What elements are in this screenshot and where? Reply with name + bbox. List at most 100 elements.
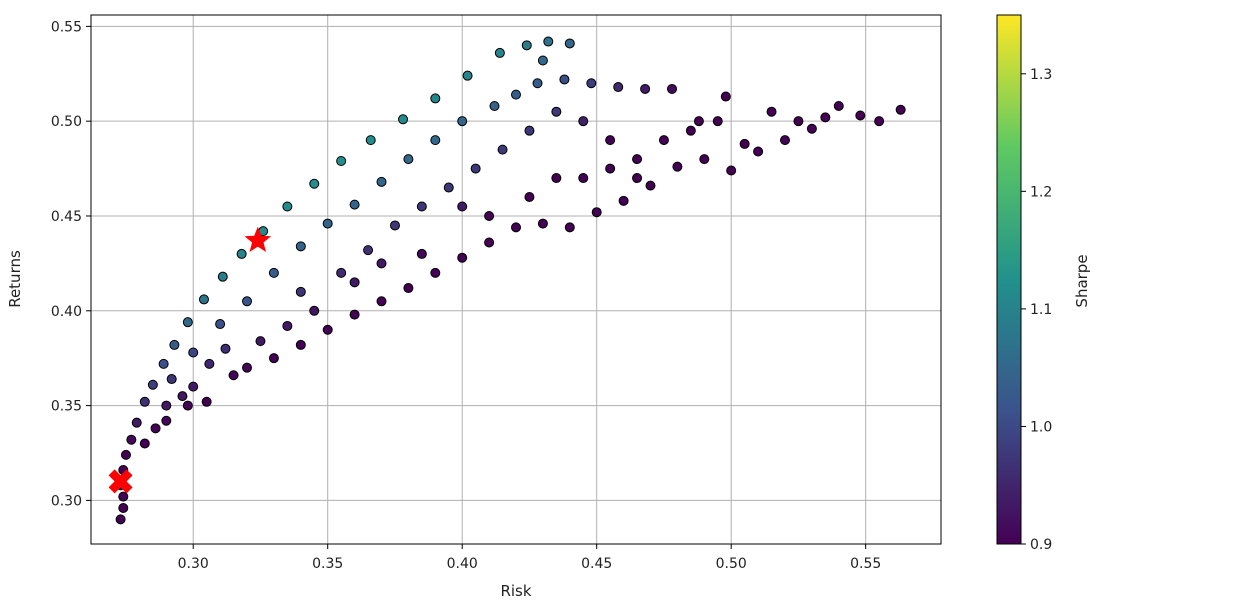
scatter-point [820,112,831,123]
scatter-point [564,222,575,233]
scatter-point [349,199,360,210]
scatter-point [282,320,293,331]
scatter-point [376,296,387,307]
scatter-point [161,400,172,411]
scatter-point [169,339,180,350]
scatter-point [217,271,228,282]
scatter-point [613,82,624,93]
y-axis: 0.30 0.35 0.40 0.45 0.50 0.55 [51,19,91,509]
scatter-point [632,173,643,184]
scatter-point [591,207,602,218]
scatter-point [551,173,562,184]
scatter-point [793,116,804,127]
scatter-point [430,267,441,278]
scatter-point [120,449,131,460]
scatter-point [147,379,158,390]
scatter-point [511,222,521,233]
scatter-point [376,176,387,187]
data-points [115,36,906,525]
scatter-point [470,163,481,174]
scatter-point [295,339,306,350]
scatter-point [618,195,629,206]
colorbar-tick-label: 1.0 [1030,419,1052,435]
y-tick-label: 0.30 [51,493,82,509]
scatter-point [658,135,669,146]
x-tick-label: 0.35 [312,556,343,572]
scatter-point [349,277,360,288]
scatter-point [182,317,193,328]
x-axis-title: Risk [500,582,531,600]
scatter-point [363,245,374,256]
colorbar-ticks: 0.9 1.0 1.1 1.2 1.3 [1021,67,1052,553]
scatter-point [139,438,150,449]
scatter-point [416,201,427,212]
scatter-point [443,182,454,193]
scatter-point [489,101,500,112]
scatter-point [578,116,589,127]
y-axis-title: Returns [6,250,24,308]
scatter-point [198,294,209,305]
scatter-point [497,144,508,155]
scatter-point [672,161,683,172]
scatter-point [685,125,696,136]
scatter-point [322,324,333,335]
scatter-point [118,491,129,502]
scatter-point [739,138,750,149]
scatter-point [188,381,199,392]
scatter-point [430,135,441,146]
y-tick-label: 0.45 [51,209,82,225]
scatter-point [268,353,279,364]
scatter-point [712,116,723,127]
scatter-point [605,135,616,146]
scatter-point [201,396,212,407]
scatter-point [564,38,575,49]
colorbar-title: Sharpe [1073,254,1091,307]
scatter-point [158,358,169,369]
scatter-point [543,36,554,47]
scatter-point [139,396,150,407]
colorbar-tick-label: 1.1 [1030,302,1052,318]
scatter-point [389,220,400,231]
colorbar: 0.9 1.0 1.1 1.2 1.3 Sharpe [996,14,1091,553]
scatter-point [667,83,678,94]
scatter-point [632,154,643,165]
scatter-point [462,70,473,81]
scatter-point [430,93,441,104]
colorbar-tick-label: 1.2 [1030,184,1052,200]
scatter-point [403,283,414,294]
scatter-point [494,47,505,58]
y-tick-label: 0.55 [51,19,82,35]
scatter-point [511,89,521,100]
scatter-point [161,415,172,426]
scatter-point [524,125,535,136]
scatter-point [586,78,597,89]
scatter-point [521,40,532,51]
scatter-point [766,106,777,117]
scatter-point [118,502,129,513]
scatter-point [188,347,199,358]
scatter-point [166,374,177,385]
scatter-point [457,116,468,127]
scatter-point [551,106,562,117]
scatter-point [295,286,306,297]
scatter-point [779,135,790,146]
scatter-point [403,154,414,165]
scatter-point [177,391,188,402]
scatter-point [336,267,347,278]
scatter-point [336,155,347,166]
scatter-point [376,258,387,269]
scatter-point [578,173,589,184]
scatter-point [532,78,543,89]
gridlines [91,15,941,544]
scatter-point [295,241,306,252]
scatter-point [242,296,253,307]
scatter-point [242,362,253,373]
scatter-point [322,218,333,229]
scatter-point [131,417,142,428]
scatter-point [282,201,293,212]
scatter-point [699,154,710,165]
scatter-point [874,116,885,127]
colorbar-tick-label: 1.3 [1030,67,1052,83]
scatter-point [126,434,137,445]
